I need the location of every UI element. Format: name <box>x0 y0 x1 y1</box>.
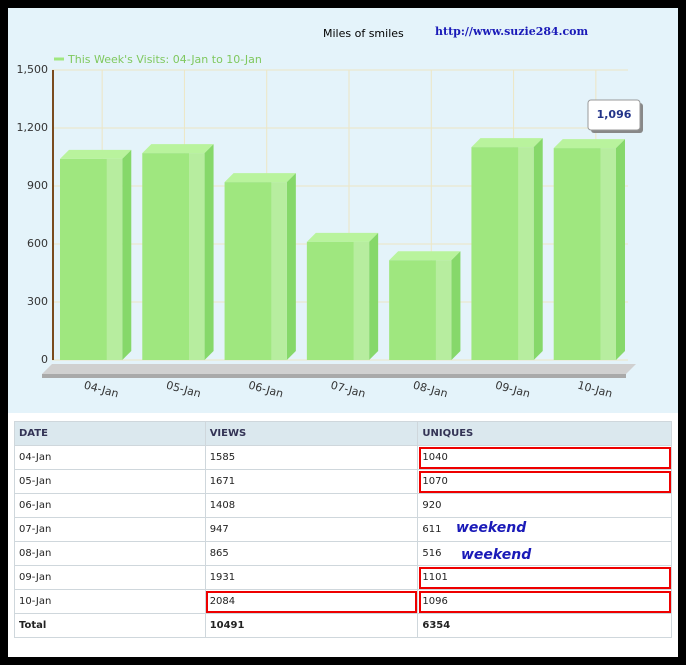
table-row: 05-Jan 1671 1070 <box>14 469 672 494</box>
y-tick-label: 1,500 <box>17 63 49 76</box>
table-cell: 2084 <box>204 589 419 614</box>
bar <box>142 153 205 360</box>
chart: Miles of smiles http://www.suzie284.com … <box>8 8 678 413</box>
table-row: 08-Jan 865 516 <box>14 541 672 566</box>
bar-top <box>306 232 379 242</box>
column-header: DATE <box>14 421 206 446</box>
floor-edge <box>42 374 626 378</box>
bar-shade <box>518 147 534 360</box>
bar-side <box>533 138 543 360</box>
y-tick-label: 0 <box>41 353 48 366</box>
table-cell: 04-Jan <box>14 445 206 470</box>
bar-top <box>471 138 543 148</box>
table-cell: 1040 <box>417 445 672 470</box>
bar <box>306 241 370 360</box>
annotation: weekend <box>456 520 527 536</box>
table-cell: 07-Jan <box>14 517 206 542</box>
bar-shade <box>435 260 452 360</box>
total-row: Total 10491 6354 <box>14 613 672 638</box>
table-cell: 1101 <box>417 565 672 590</box>
bar-side <box>204 144 214 360</box>
bar <box>553 148 616 360</box>
table-cell: 1585 <box>204 445 419 470</box>
table-cell: 947 <box>204 517 419 542</box>
header-row: DATE VIEWS UNIQUES <box>14 421 672 446</box>
bar <box>224 182 287 360</box>
table-cell: 05-Jan <box>14 469 206 494</box>
table-cell: 1408 <box>204 493 419 518</box>
site-url: http://www.suzie284.com <box>435 25 589 38</box>
table-row: 10-Jan 2084 1096 <box>14 589 672 614</box>
tooltip <box>587 99 641 131</box>
bar-shade <box>271 182 287 360</box>
table-cell: 10-Jan <box>14 589 206 614</box>
y-tick-label: 1,200 <box>17 121 49 134</box>
table-cell: 1931 <box>204 565 419 590</box>
table-row: 09-Jan 1931 1101 <box>14 565 672 590</box>
bar-top <box>389 251 461 261</box>
table-row: 07-Jan 947 611 <box>14 517 672 542</box>
bar-top <box>142 144 214 154</box>
annotation: weekend <box>461 547 532 563</box>
bar-side <box>616 139 625 360</box>
table-cell: 1096 <box>417 589 672 614</box>
bar <box>389 260 452 360</box>
table-cell: 06-Jan <box>14 493 206 518</box>
bar-top <box>60 149 132 159</box>
table-cell: 920 <box>417 493 672 518</box>
column-header: UNIQUES <box>417 421 672 446</box>
table-cell: 1671 <box>204 469 419 494</box>
table-row: 04-Jan 1585 1040 <box>14 445 672 470</box>
content: Miles of smiles http://www.suzie284.com … <box>8 8 678 657</box>
y-tick-label: 600 <box>27 237 48 250</box>
bar-shade <box>106 158 123 360</box>
bar <box>471 147 534 360</box>
bar <box>60 158 123 360</box>
y-tick-label: 300 <box>27 295 48 308</box>
table-cell: 1070 <box>417 469 672 494</box>
table-cell: 6354 <box>417 613 672 638</box>
table-cell: 516 <box>417 541 672 566</box>
bar-shade <box>353 241 370 360</box>
value-label: 1,096 <box>597 108 632 121</box>
bar-top <box>224 173 296 183</box>
bar-side <box>369 232 379 360</box>
table-cell: 08-Jan <box>14 541 206 566</box>
bar-shade <box>600 148 616 360</box>
bar-side <box>286 173 296 360</box>
bar-top <box>553 139 625 149</box>
table-cell: 10491 <box>204 613 419 638</box>
legend-label: This Week's Visits: 04-Jan to 10-Jan <box>67 53 262 66</box>
data-table: DATE VIEWS UNIQUES 04-Jan 1585 1040 05-Jan 1671… <box>14 421 672 638</box>
bar-side <box>451 251 461 360</box>
table-cell: Total <box>14 613 206 638</box>
table-cell: 09-Jan <box>14 565 206 590</box>
subtitle: Miles of smiles <box>323 27 404 40</box>
table-row: 06-Jan 1408 920 <box>14 493 672 518</box>
floor <box>42 364 636 374</box>
y-tick-label: 900 <box>27 179 48 192</box>
bar-side <box>122 149 132 360</box>
column-header: VIEWS <box>204 421 419 446</box>
table-cell: 865 <box>204 541 419 566</box>
bar-shade <box>189 153 205 360</box>
